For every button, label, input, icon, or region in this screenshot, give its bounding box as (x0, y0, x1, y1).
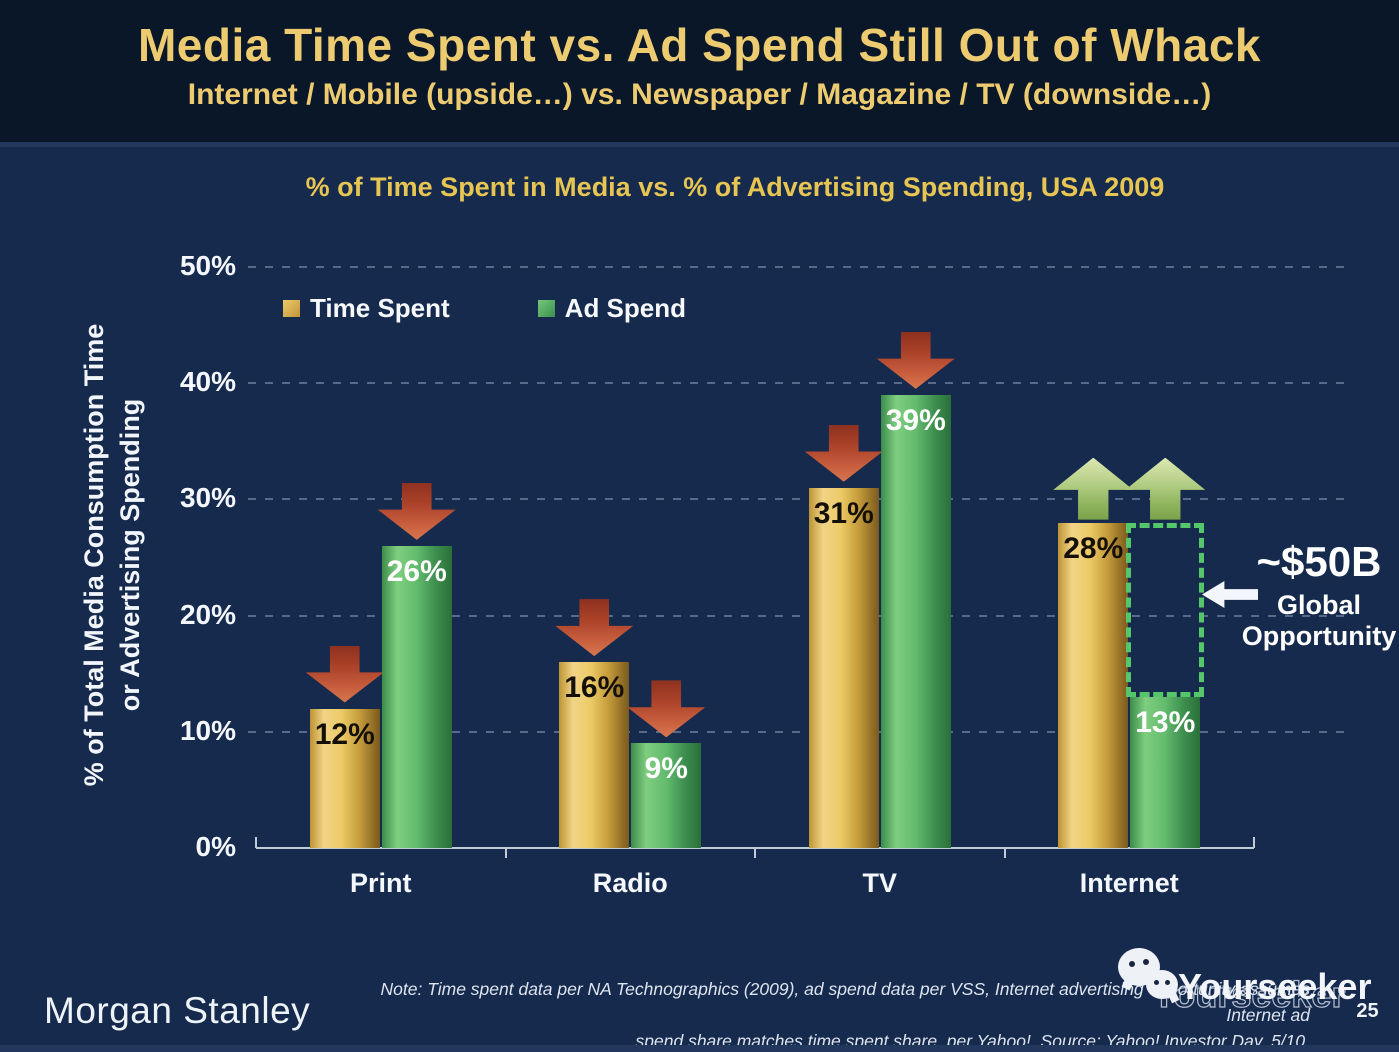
opportunity-label-line1: Global (1276, 590, 1361, 620)
source-note-line1: Note: Time spent data per NA Technograph… (380, 979, 1311, 1025)
bar-value-label: 26% (386, 554, 447, 588)
divider (0, 142, 1399, 147)
category-label-internet: Internet (1079, 868, 1179, 898)
trend-down-arrow-icon (555, 599, 634, 657)
x-axis-tick (504, 848, 507, 858)
gridline (248, 266, 1345, 268)
chart-title: % of Time Spent in Media vs. % of Advert… (305, 172, 1165, 202)
y-tick-label: 40% (179, 366, 236, 398)
y-tick-label: 10% (179, 714, 236, 746)
bar-value-label: 9% (644, 752, 688, 786)
bar-value-label: 12% (314, 717, 375, 751)
gridline (248, 498, 1345, 501)
bar-time-spent-internet (1058, 522, 1129, 848)
legend: Time Spent Ad Spend (283, 293, 686, 324)
gridline (248, 730, 1345, 733)
legend-label: Time Spent (310, 293, 450, 323)
legend-item-time-spent: Time Spent (283, 293, 450, 324)
x-axis-end-tick (255, 837, 257, 848)
bottom-strip (0, 1045, 1399, 1052)
watermark-text: Yourseeker (1178, 966, 1372, 1007)
trend-down-arrow-icon (876, 331, 955, 389)
bar-value-label: 31% (813, 496, 874, 530)
bar-ad-spend-internet (1130, 696, 1201, 848)
y-axis-title: % of Total Media Consumption Time or Adv… (76, 275, 148, 835)
y-axis-title-line1: % of Total Media Consumption Time (79, 323, 109, 787)
bar-value-label: 13% (1135, 705, 1196, 739)
bar-value-label: 39% (885, 403, 946, 437)
bar-ad-spend-print (381, 545, 452, 848)
page-subtitle: Internet / Mobile (upside…) vs. Newspape… (187, 78, 1212, 111)
gridline (248, 614, 1345, 617)
trend-up-arrow-icon (1053, 457, 1134, 520)
y-tick-label: 30% (179, 482, 236, 514)
wechat-icon (1118, 948, 1188, 1010)
page-title: Media Time Spent vs. Ad Spend Still Out … (137, 19, 1262, 71)
wechat-eye (1143, 959, 1149, 965)
opportunity-label-line2: Opportunity (1241, 621, 1397, 651)
morgan-stanley-logo: Morgan Stanley (44, 990, 311, 1031)
opportunity-gap-box (1126, 522, 1205, 697)
title-band (0, 0, 1399, 142)
x-axis-end-tick (1253, 837, 1255, 848)
y-tick-label: 20% (179, 598, 236, 630)
y-tick-label: 50% (179, 250, 236, 281)
wechat-eye (1154, 980, 1159, 985)
bar-time-spent-print (309, 708, 380, 848)
legend-item-ad-spend: Ad Spend (537, 293, 687, 324)
wechat-eye (1165, 980, 1170, 985)
bar-value-label: 16% (564, 671, 625, 705)
bar-ad-spend-radio (631, 743, 702, 848)
gridline (248, 382, 1345, 385)
bar-value-label: 28% (1063, 531, 1124, 565)
ad-spend-swatch-icon (537, 300, 555, 317)
page-number: 25 (1356, 1000, 1379, 1022)
wechat-eye (1129, 961, 1135, 967)
y-axis-title-line2: or Advertising Spending (115, 398, 145, 712)
bar-time-spent-radio (559, 662, 630, 848)
x-axis-tick (754, 848, 756, 858)
bar-time-spent-tv (808, 487, 879, 848)
opportunity-value: ~$50B (1256, 538, 1382, 585)
trend-up-arrow-icon (1125, 457, 1206, 520)
x-axis-tick (1003, 848, 1006, 858)
watermark-ghost: Yourseeker (1151, 973, 1346, 1015)
y-tick-label: 0% (195, 831, 236, 862)
time-spent-swatch-icon (283, 300, 300, 317)
category-label-radio: Radio (592, 868, 668, 898)
category-label-tv: TV (862, 868, 897, 898)
wechat-bubble-small (1146, 970, 1178, 999)
trend-down-arrow-icon (305, 645, 384, 703)
legend-label: Ad Spend (564, 293, 687, 323)
trend-down-arrow-icon (377, 482, 456, 540)
category-label-print: Print (349, 868, 412, 898)
bar-ad-spend-tv (880, 394, 951, 848)
